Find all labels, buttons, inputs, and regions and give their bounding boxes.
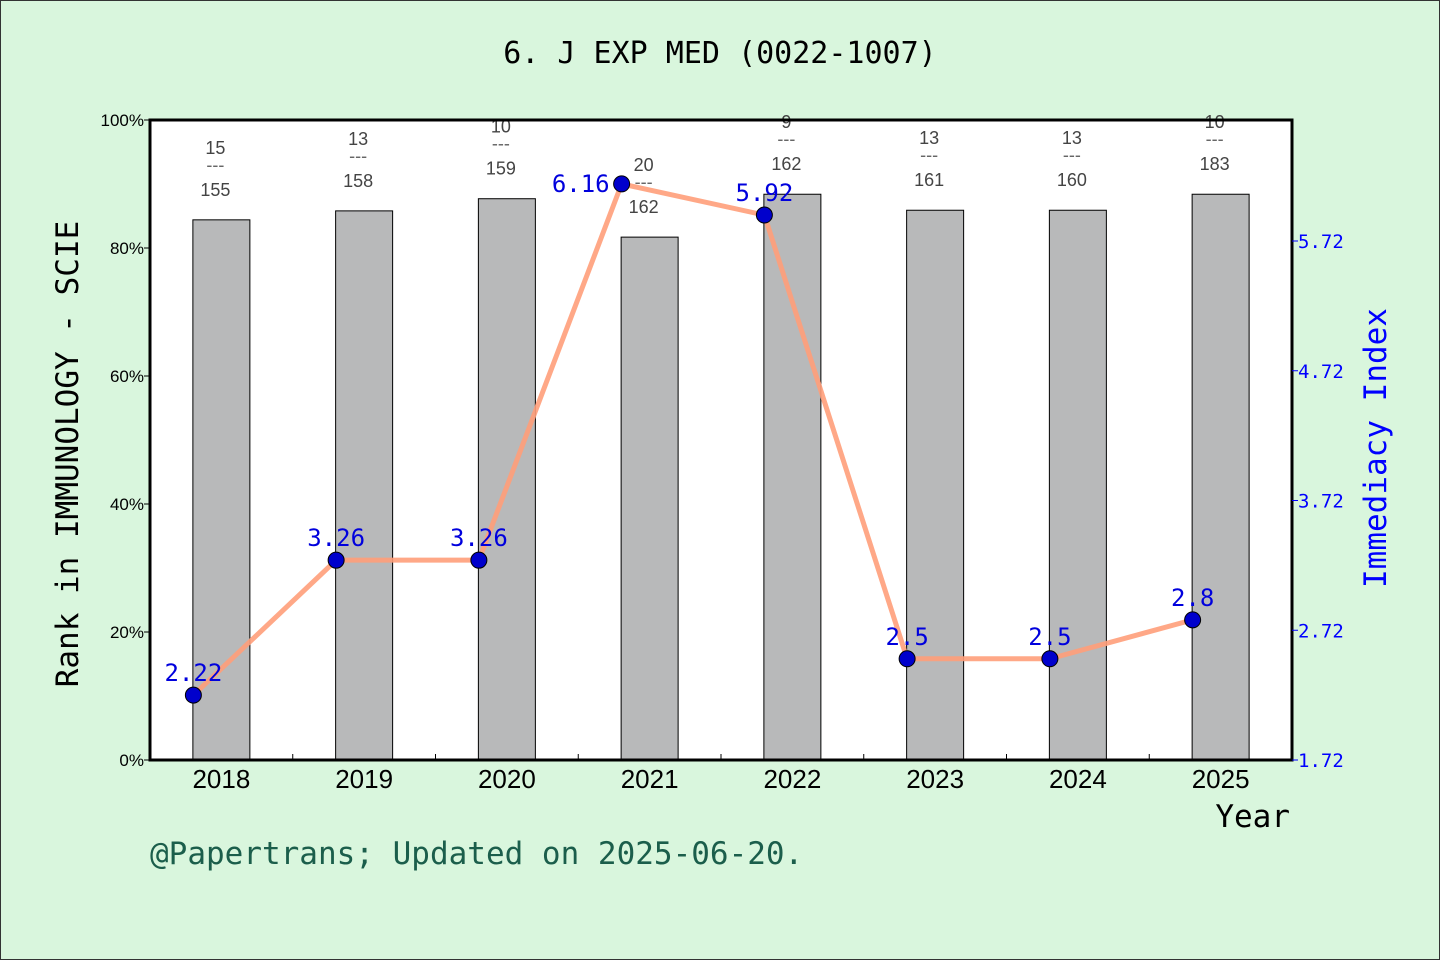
bar-total-label: 155 <box>200 180 230 200</box>
bar-2024 <box>1048 209 1107 761</box>
x-tick-label: 2024 <box>1049 764 1107 794</box>
bar-divider: --- <box>920 145 938 165</box>
bar-rank-label: 20 <box>634 155 654 175</box>
bar-rank-label: 9 <box>781 112 791 132</box>
immediacy-line <box>191 181 1194 697</box>
immediacy-value-label: 2.5 <box>1028 623 1071 651</box>
x-tick-label: 2022 <box>763 764 821 794</box>
bar-total-label: 162 <box>771 154 801 174</box>
immediacy-point-2021 <box>613 175 631 193</box>
bar-2019 <box>335 210 394 761</box>
plot-area <box>150 120 1292 760</box>
x-tick-label: 2020 <box>478 764 536 794</box>
y-axis-label-right: Immediacy Index <box>1358 308 1394 588</box>
x-tick-label: 2025 <box>1192 764 1250 794</box>
bar-rank-label: 10 <box>491 117 511 137</box>
bar-total-label: 183 <box>1200 154 1230 174</box>
bar-2022 <box>763 193 822 761</box>
right-tick-label: 4.72 <box>1298 361 1344 383</box>
bar-rank-label: 15 <box>205 138 225 158</box>
left-tick-label: 100% <box>101 111 144 130</box>
bar-total-label: 162 <box>629 197 659 217</box>
bar-divider: --- <box>1063 145 1081 165</box>
bar-divider: --- <box>492 134 510 154</box>
x-tick-label: 2023 <box>906 764 964 794</box>
bar-total-label: 161 <box>914 170 944 190</box>
bar-2021 <box>620 236 679 761</box>
immediacy-value-label: 2.22 <box>164 659 222 687</box>
immediacy-value-label: 5.92 <box>735 179 793 207</box>
bar-divider: --- <box>1206 129 1224 149</box>
immediacy-value-label: 2.5 <box>885 623 928 651</box>
x-tick-label: 2021 <box>621 764 679 794</box>
x-tick-label: 2018 <box>192 764 250 794</box>
x-tick-label: 2019 <box>335 764 393 794</box>
immediacy-value-label: 3.26 <box>450 524 508 552</box>
immediacy-point-2020 <box>470 551 488 569</box>
left-tick-label: 60% <box>110 367 144 386</box>
bar-rank-label: 13 <box>1062 128 1082 148</box>
immediacy-point-2018 <box>184 686 202 704</box>
x-axis-label: Year <box>1215 799 1290 835</box>
y-axis-label-left: Rank in IMMUNOLOGY - SCIE <box>50 221 86 688</box>
right-tick-label: 1.72 <box>1298 750 1344 772</box>
immediacy-value-label: 2.8 <box>1171 584 1214 612</box>
immediacy-point-2025 <box>1184 611 1202 629</box>
immediacy-value-label: 6.16 <box>552 170 610 198</box>
right-tick-label: 5.72 <box>1298 231 1344 253</box>
left-tick-label: 20% <box>110 623 144 642</box>
bar-total-label: 160 <box>1057 170 1087 190</box>
immediacy-point-2019 <box>327 551 345 569</box>
right-tick-label: 3.72 <box>1298 491 1344 513</box>
immediacy-point-2022 <box>755 206 773 224</box>
bar-divider: --- <box>206 155 224 175</box>
immediacy-point-2023 <box>898 650 916 668</box>
bar-2023 <box>906 209 965 761</box>
bar-rank-label: 10 <box>1205 112 1225 132</box>
left-tick-label: 80% <box>110 239 144 258</box>
bar-rank-label: 13 <box>348 129 368 149</box>
bar-rank-label: 13 <box>919 128 939 148</box>
chart-title: 6. J EXP MED (0022-1007) <box>503 36 937 71</box>
right-tick-label: 2.72 <box>1298 620 1344 642</box>
left-tick-label: 40% <box>110 495 144 514</box>
immediacy-value-label: 3.26 <box>307 524 365 552</box>
bar-divider: --- <box>349 146 367 166</box>
bar-total-label: 158 <box>343 171 373 191</box>
bar-total-label: 159 <box>486 159 516 179</box>
bar-2025 <box>1191 193 1250 761</box>
bar-divider: --- <box>777 129 795 149</box>
footer-credit: @Papertrans; Updated on 2025-06-20. <box>150 836 804 872</box>
immediacy-point-2024 <box>1041 650 1059 668</box>
left-tick-label: 0% <box>119 751 144 770</box>
